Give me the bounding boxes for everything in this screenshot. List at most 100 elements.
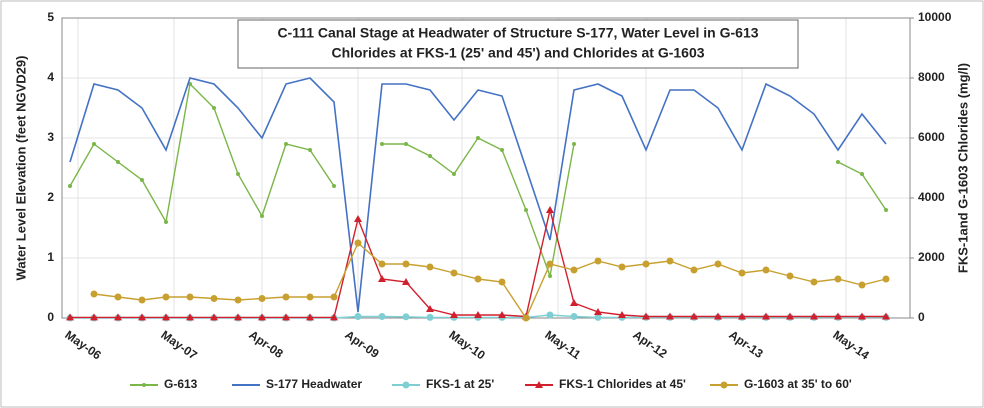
marker bbox=[284, 142, 288, 146]
marker bbox=[860, 172, 864, 176]
marker bbox=[354, 239, 362, 247]
chart-title: Chlorides at FKS-1 (25' and 45') and Chl… bbox=[331, 45, 704, 61]
marker bbox=[882, 312, 890, 320]
marker bbox=[546, 260, 554, 268]
marker bbox=[354, 215, 362, 222]
marker bbox=[142, 383, 146, 387]
marker bbox=[594, 313, 602, 321]
y-tick-label: 1 bbox=[47, 250, 54, 264]
marker bbox=[786, 312, 794, 320]
marker bbox=[535, 381, 543, 388]
marker bbox=[738, 312, 746, 320]
marker bbox=[572, 142, 576, 146]
marker bbox=[236, 172, 240, 176]
marker bbox=[186, 313, 194, 321]
marker bbox=[258, 313, 266, 321]
marker bbox=[474, 311, 482, 318]
marker bbox=[210, 295, 218, 302]
marker bbox=[282, 313, 290, 321]
marker bbox=[162, 293, 170, 301]
marker bbox=[426, 263, 434, 271]
marker bbox=[858, 312, 866, 320]
marker bbox=[404, 142, 408, 146]
marker bbox=[330, 313, 338, 321]
marker bbox=[570, 266, 578, 274]
marker bbox=[474, 275, 482, 283]
y2-tick-label: 2000 bbox=[918, 250, 945, 264]
y-tick-label: 3 bbox=[47, 130, 54, 144]
marker bbox=[354, 313, 362, 320]
marker bbox=[426, 313, 434, 321]
y2-tick-label: 10000 bbox=[918, 10, 952, 24]
marker bbox=[66, 313, 74, 321]
series-line bbox=[69, 77, 887, 313]
marker bbox=[212, 106, 216, 110]
marker bbox=[402, 278, 410, 285]
marker bbox=[834, 275, 842, 283]
marker bbox=[378, 275, 386, 282]
marker bbox=[68, 184, 72, 188]
marker bbox=[690, 266, 698, 274]
y-axis-label: Water Level Elevation (feet NGVD29) bbox=[13, 56, 28, 281]
marker bbox=[380, 142, 384, 146]
marker bbox=[332, 184, 336, 188]
marker bbox=[858, 281, 866, 289]
marker bbox=[810, 312, 818, 320]
marker bbox=[882, 275, 890, 283]
marker bbox=[738, 269, 746, 277]
marker bbox=[666, 312, 674, 320]
marker bbox=[834, 312, 842, 320]
marker bbox=[114, 293, 122, 301]
marker bbox=[258, 295, 266, 302]
marker bbox=[378, 313, 386, 320]
marker bbox=[90, 290, 98, 298]
marker bbox=[618, 311, 626, 318]
y2-tick-label: 6000 bbox=[918, 130, 945, 144]
marker bbox=[164, 220, 168, 224]
marker bbox=[570, 313, 578, 320]
marker bbox=[138, 313, 146, 321]
marker bbox=[210, 313, 218, 321]
y2-tick-label: 8000 bbox=[918, 70, 945, 84]
marker bbox=[138, 296, 146, 304]
y-tick-label: 0 bbox=[47, 310, 54, 324]
marker bbox=[308, 148, 312, 152]
marker bbox=[714, 312, 722, 320]
marker bbox=[524, 208, 528, 212]
marker bbox=[378, 260, 386, 268]
marker bbox=[498, 278, 506, 286]
marker bbox=[594, 308, 602, 315]
title-box bbox=[237, 19, 799, 69]
marker bbox=[114, 313, 122, 321]
legend-label: S-177 Headwater bbox=[266, 377, 362, 391]
marker bbox=[306, 313, 314, 321]
marker bbox=[720, 381, 728, 389]
marker bbox=[498, 311, 506, 318]
legend-label: G-1603 at 35' to 60' bbox=[744, 377, 852, 391]
marker bbox=[452, 172, 456, 176]
marker bbox=[570, 299, 578, 306]
marker bbox=[476, 136, 480, 140]
marker bbox=[402, 381, 410, 389]
marker bbox=[548, 274, 552, 278]
y-tick-label: 5 bbox=[47, 10, 54, 24]
series-line bbox=[93, 241, 887, 320]
marker bbox=[690, 312, 698, 320]
legend-label: FKS-1 Chlorides at 45' bbox=[559, 377, 686, 391]
marker bbox=[714, 260, 722, 268]
marker bbox=[594, 257, 602, 265]
marker bbox=[428, 154, 432, 158]
marker bbox=[642, 260, 650, 268]
marker bbox=[234, 296, 242, 304]
marker bbox=[306, 293, 314, 301]
marker bbox=[450, 311, 458, 318]
legend-label: FKS-1 at 25' bbox=[426, 377, 494, 391]
y2-tick-label: 0 bbox=[918, 310, 925, 324]
marker bbox=[642, 312, 650, 320]
marker bbox=[786, 272, 794, 280]
legend-label: G-613 bbox=[164, 377, 198, 391]
y-tick-label: 2 bbox=[47, 190, 54, 204]
y2-tick-label: 4000 bbox=[918, 190, 945, 204]
marker bbox=[90, 313, 98, 321]
